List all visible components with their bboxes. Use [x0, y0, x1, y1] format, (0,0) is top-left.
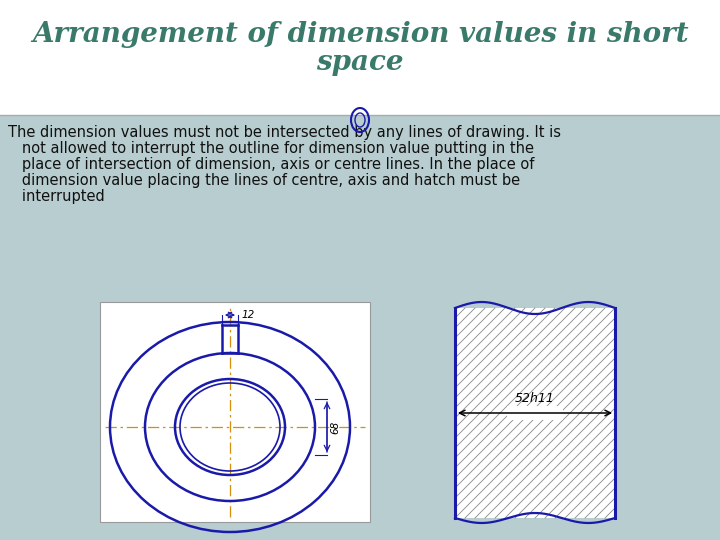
Text: place of intersection of dimension, axis or centre lines. In the place of: place of intersection of dimension, axis… — [8, 157, 534, 172]
Bar — [435, 293, 645, 523]
Text: 12: 12 — [242, 310, 256, 320]
Text: The dimension values must not be intersected by any lines of drawing. It is: The dimension values must not be interse… — [8, 125, 561, 140]
Bar — [507, 406, 563, 420]
Text: 68: 68 — [330, 420, 340, 434]
Text: dimension value placing the lines of centre, axis and hatch must be: dimension value placing the lines of cen… — [8, 173, 520, 188]
Bar — [455, 308, 615, 518]
Text: interrupted: interrupted — [8, 189, 104, 204]
Bar — [100, 302, 370, 522]
Bar — [0, 0, 720, 115]
Text: 52h11: 52h11 — [515, 392, 555, 405]
Text: space: space — [316, 49, 404, 76]
Text: Arrangement of dimension values in short: Arrangement of dimension values in short — [32, 22, 688, 49]
Text: not allowed to interrupt the outline for dimension value putting in the: not allowed to interrupt the outline for… — [8, 141, 534, 156]
